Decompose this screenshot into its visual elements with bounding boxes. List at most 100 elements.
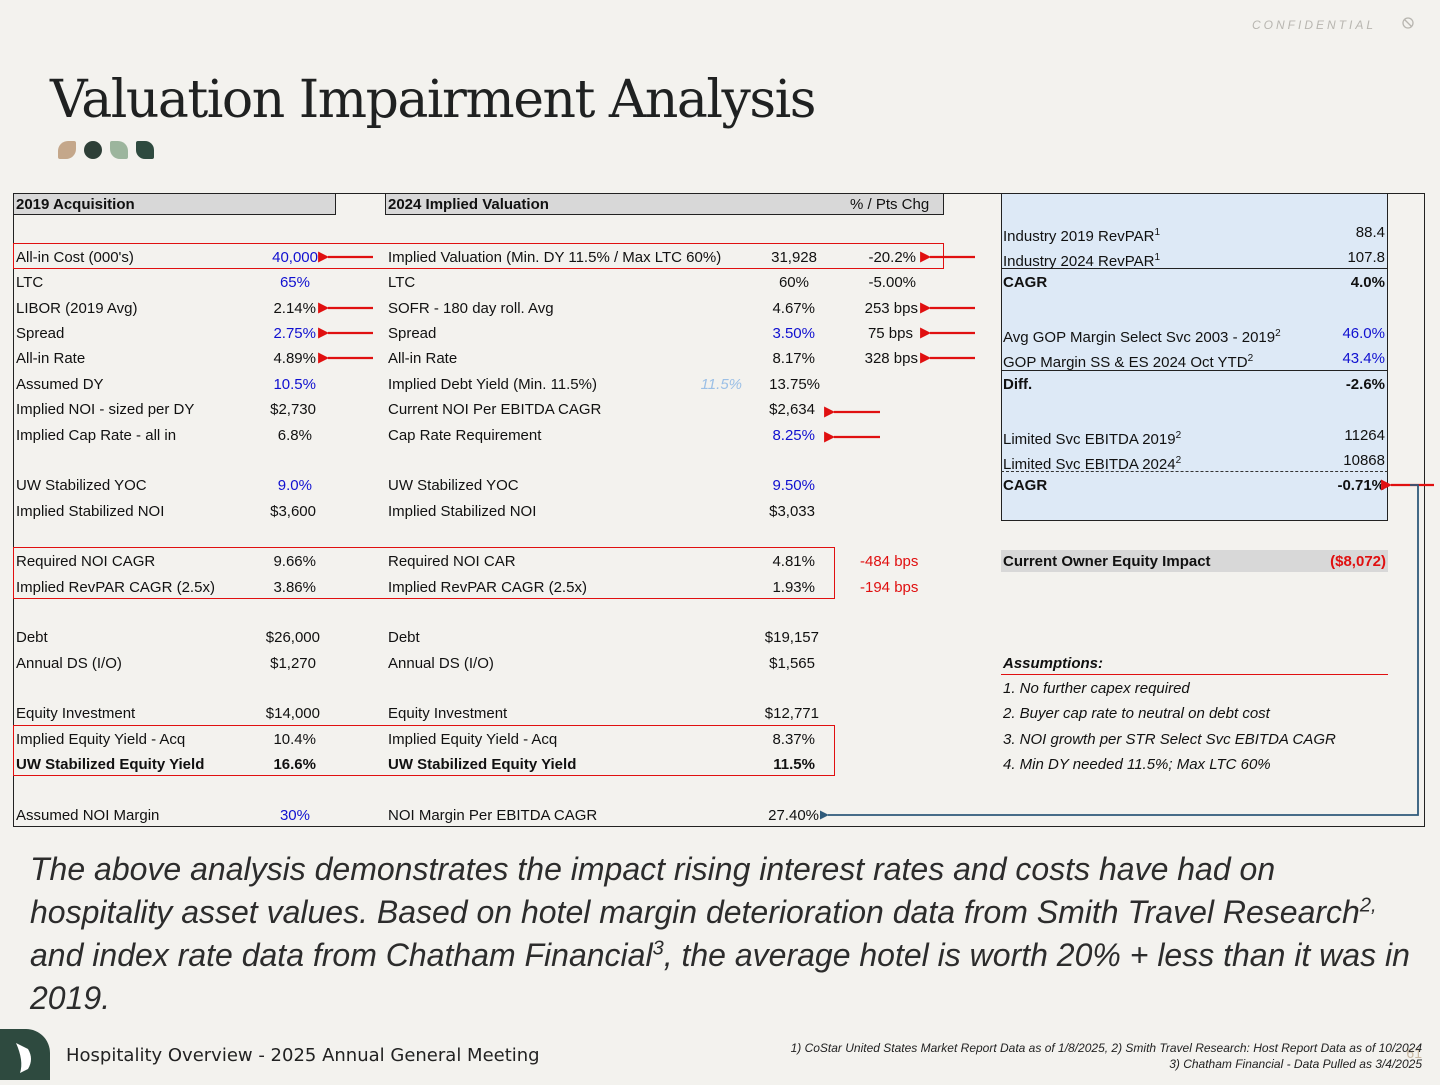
mid-label-equity-yield-acq: Implied Equity Yield - Acq xyxy=(388,731,558,748)
left-label-noi-margin: Assumed NOI Margin xyxy=(16,807,160,824)
right-value-ebitda-2024: 10868 xyxy=(1343,452,1385,469)
assumption-item: 2. Buyer cap rate to neutral on debt cos… xyxy=(1003,705,1270,722)
circle-swatch-icon xyxy=(84,141,102,159)
left-value-all-in-rate: 4.89% xyxy=(273,350,316,367)
pct-chg-header-label: % / Pts Chg xyxy=(850,196,930,213)
no-entry-icon xyxy=(1402,17,1414,29)
right-value-revpar-2024: 107.8 xyxy=(1347,249,1385,266)
mid-label-implied-debt-yield: Implied Debt Yield (Min. 11.5%) xyxy=(388,376,597,393)
mid-chg-all-in-rate: 328 bps xyxy=(864,350,918,367)
mid-label-noi-margin: NOI Margin Per EBITDA CAGR xyxy=(388,807,598,824)
left-value-equity-investment: $14,000 xyxy=(265,705,320,722)
mid-value-spread: 3.50% xyxy=(772,325,815,342)
page-title: Valuation Impairment Analysis xyxy=(50,70,816,130)
left-label-all-in-rate: All-in Rate xyxy=(16,350,86,367)
source-line: 1) CoStar United States Market Report Da… xyxy=(790,1041,1422,1055)
assumptions-underline xyxy=(1001,674,1388,675)
left-value-assumed-dy: 10.5% xyxy=(273,376,316,393)
left-value-spread: 2.75% xyxy=(273,325,316,342)
mid-value-stabilized-noi: $3,033 xyxy=(769,503,815,520)
mid-chg-ltc: -5.00% xyxy=(868,274,916,291)
left-label-implied-cap-rate: Implied Cap Rate - all in xyxy=(16,427,177,444)
mid-value-cap-rate-req: 8.25% xyxy=(772,427,815,444)
equity-impact-bar xyxy=(1001,550,1388,572)
left-label-uw-yoc: UW Stabilized YOC xyxy=(16,477,147,494)
leaf-swatch-icon xyxy=(110,141,128,159)
leaf-swatch-icon xyxy=(58,141,76,159)
red-arrow-icon xyxy=(318,251,1434,491)
mid-value-all-in-rate: 8.17% xyxy=(772,350,815,367)
right-label-ebitda-2019: Limited Svc EBITDA 20192 xyxy=(1003,430,1182,448)
right-value-gop-2024: 43.4% xyxy=(1342,350,1385,367)
right-value-diff: -2.6% xyxy=(1345,376,1385,393)
right-label-revpar-2024: Industry 2024 RevPAR1 xyxy=(1003,252,1161,270)
mid-value-revpar-cagr: 1.93% xyxy=(772,579,815,596)
mid-value-noi-margin: 27.40% xyxy=(768,807,819,824)
left-value-ltc: 65% xyxy=(279,274,310,291)
left-value-implied-noi: $2,730 xyxy=(270,401,316,418)
left-value-revpar-cagr: 3.86% xyxy=(273,579,316,596)
mid-label-revpar-cagr: Implied RevPAR CAGR (2.5x) xyxy=(388,579,587,596)
right-label-gop-2003-2019: Avg GOP Margin Select Svc 2003 - 20192 xyxy=(1003,328,1281,346)
equity-impact-label: Current Owner Equity Impact xyxy=(1003,553,1211,570)
connector-arrow xyxy=(819,484,1419,820)
right-value-revpar-2019: 88.4 xyxy=(1355,224,1385,241)
right-label-diff: Diff. xyxy=(1003,376,1033,393)
mid-label-equity-investment: Equity Investment xyxy=(388,705,508,722)
mid-value-uw-yoc: 9.50% xyxy=(772,477,815,494)
divider xyxy=(1001,370,1388,371)
brand-swatches xyxy=(58,141,154,159)
mid-label-all-in-rate: All-in Rate xyxy=(388,350,458,367)
left-value-annual-ds: $1,270 xyxy=(270,655,316,672)
equity-impact-value: ($8,072) xyxy=(1330,553,1386,570)
page-number: 61 xyxy=(1406,1045,1422,1061)
left-label-revpar-cagr: Implied RevPAR CAGR (2.5x) xyxy=(16,579,215,596)
left-value-all-in-cost: 40,000 xyxy=(272,249,318,266)
mid-label-spread: Spread xyxy=(388,325,437,342)
left-value-stabilized-noi: $3,600 xyxy=(270,503,316,520)
left-value-required-noi-cagr: 9.66% xyxy=(273,553,316,570)
left-value-implied-cap-rate: 6.8% xyxy=(277,427,312,444)
right-value-ebitda-2019: 11264 xyxy=(1344,427,1385,444)
leaf-logo-icon xyxy=(16,1043,31,1073)
mid-label-implied-valuation: Implied Valuation (Min. DY 11.5% / Max L… xyxy=(388,249,722,266)
left-label-implied-noi: Implied NOI - sized per DY xyxy=(16,401,195,418)
left-label-required-noi-cagr: Required NOI CAGR xyxy=(16,553,156,570)
right-label-cagr-ebitda: CAGR xyxy=(1003,477,1048,494)
revpar-panel xyxy=(1001,194,1388,521)
mid-value-equity-yield-acq: 8.37% xyxy=(772,731,815,748)
mid-value-current-noi: $2,634 xyxy=(769,401,815,418)
brand-badge xyxy=(0,1029,50,1080)
mid-label-required-noi-car: Required NOI CAR xyxy=(388,553,516,570)
left-label-all-in-cost: All-in Cost (000's) xyxy=(16,249,134,266)
implied-valuation-header: 2024 Implied Valuation % / Pts Chg xyxy=(385,193,944,215)
confidential-label: CONFIDENTIAL xyxy=(1251,18,1376,32)
equity-yield-highlight-box xyxy=(13,725,835,776)
left-label-stabilized-noi: Implied Stabilized NOI xyxy=(16,503,165,520)
mid-chg-spread: 75 bps xyxy=(867,325,913,342)
left-label-uw-equity-yield: UW Stabilized Equity Yield xyxy=(16,756,205,773)
mid-value-debt: $19,157 xyxy=(764,629,819,646)
mid-label-cap-rate-req: Cap Rate Requirement xyxy=(388,427,542,444)
mid-value-implied-debt-yield: 13.75% xyxy=(769,376,820,393)
right-value-gop-2003-2019: 46.0% xyxy=(1342,325,1385,342)
leaf-swatch-icon xyxy=(136,141,154,159)
mid-chg-implied-valuation: -20.2% xyxy=(868,249,916,266)
mid-value-sofr: 4.67% xyxy=(772,300,815,317)
mid-chg-required-noi-car: -484 bps xyxy=(860,553,919,570)
left-value-libor: 2.14% xyxy=(273,300,316,317)
mid-label-current-noi: Current NOI Per EBITDA CAGR xyxy=(388,401,602,418)
footer-title: Hospitality Overview - 2025 Annual Gener… xyxy=(66,1045,540,1066)
assumption-item: 4. Min DY needed 11.5%; Max LTC 60% xyxy=(1003,756,1271,773)
left-label-equity-investment: Equity Investment xyxy=(16,705,136,722)
mid-label-debt: Debt xyxy=(388,629,420,646)
assumption-item: 1. No further capex required xyxy=(1003,680,1190,697)
left-label-equity-yield-acq: Implied Equity Yield - Acq xyxy=(16,731,186,748)
left-value-noi-margin: 30% xyxy=(279,807,310,824)
mid-label-stabilized-noi: Implied Stabilized NOI xyxy=(388,503,537,520)
mid-chg-sofr: 253 bps xyxy=(864,300,918,317)
sources-note: 1) CoStar United States Market Report Da… xyxy=(791,1040,1422,1072)
assumptions-title: Assumptions: xyxy=(1003,655,1104,672)
divider xyxy=(1001,471,1388,472)
